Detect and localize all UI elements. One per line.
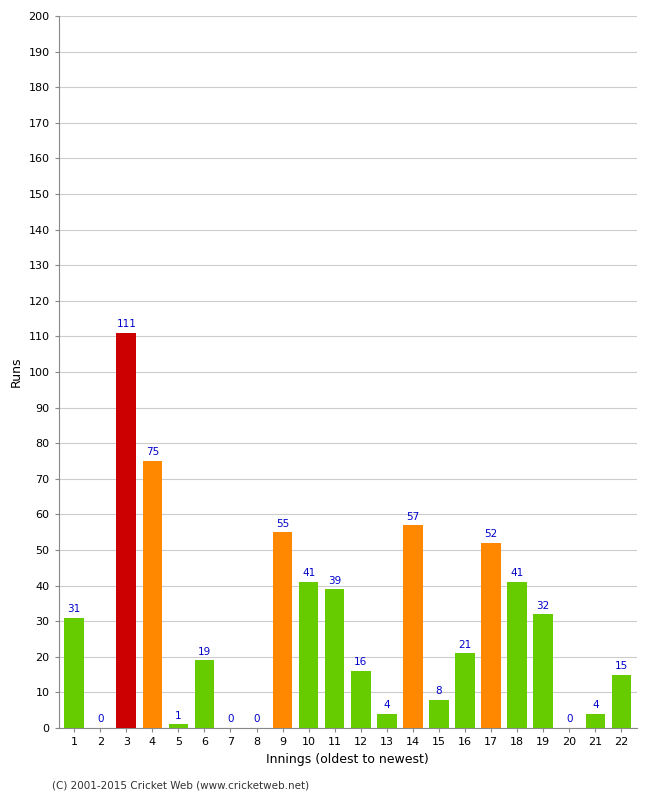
Bar	[168, 725, 188, 728]
Text: 57: 57	[406, 511, 419, 522]
Bar	[534, 614, 553, 728]
X-axis label: Innings (oldest to newest): Innings (oldest to newest)	[266, 753, 429, 766]
Text: 0: 0	[97, 714, 103, 725]
Y-axis label: Runs: Runs	[10, 357, 23, 387]
Bar	[429, 699, 448, 728]
Text: 31: 31	[68, 604, 81, 614]
Bar	[273, 532, 292, 728]
Text: 19: 19	[198, 646, 211, 657]
Bar	[325, 589, 344, 728]
Bar	[612, 674, 631, 728]
Text: 0: 0	[566, 714, 573, 725]
Text: 41: 41	[302, 569, 315, 578]
Text: 41: 41	[510, 569, 524, 578]
Bar	[403, 525, 422, 728]
Text: (C) 2001-2015 Cricket Web (www.cricketweb.net): (C) 2001-2015 Cricket Web (www.cricketwe…	[52, 781, 309, 790]
Text: 111: 111	[116, 319, 136, 330]
Text: 75: 75	[146, 447, 159, 458]
Text: 21: 21	[458, 640, 472, 650]
Bar	[586, 714, 605, 728]
Text: 4: 4	[592, 700, 599, 710]
Text: 16: 16	[354, 658, 367, 667]
Text: 32: 32	[536, 601, 550, 610]
Text: 55: 55	[276, 518, 289, 529]
Bar	[455, 654, 474, 728]
Bar	[64, 618, 84, 728]
Text: 0: 0	[254, 714, 260, 725]
Bar	[142, 461, 162, 728]
Bar	[508, 582, 527, 728]
Text: 15: 15	[615, 661, 628, 671]
Text: 52: 52	[484, 530, 498, 539]
Text: 1: 1	[175, 711, 182, 721]
Bar	[351, 671, 370, 728]
Text: 39: 39	[328, 576, 341, 586]
Bar	[299, 582, 318, 728]
Bar	[116, 333, 136, 728]
Text: 0: 0	[227, 714, 234, 725]
Bar	[377, 714, 396, 728]
Text: 4: 4	[384, 700, 390, 710]
Bar	[481, 543, 501, 728]
Bar	[194, 660, 214, 728]
Text: 8: 8	[436, 686, 442, 696]
